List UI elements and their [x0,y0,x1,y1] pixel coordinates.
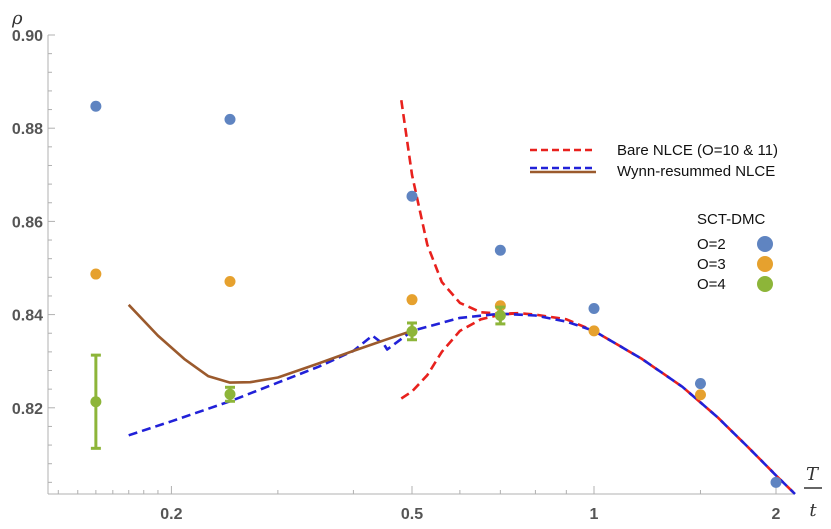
point-o4 [406,325,418,337]
point-o3 [588,325,600,337]
curve-bare-nlce-1 [400,311,519,400]
point-o4 [494,310,506,322]
point-o3 [90,268,102,280]
point-o2 [494,244,506,256]
point-o2 [588,303,600,315]
y-tick-label: 0.88 [12,121,43,138]
point-o2 [770,476,782,488]
legend-points-title: SCT-DMC [697,211,765,228]
legend-label-o2: O=2 [697,236,726,253]
y-tick-label: 0.86 [12,214,43,231]
point-o3 [694,389,706,401]
axes [47,34,795,495]
point-o4 [224,388,236,400]
point-o3 [224,276,236,288]
x-tick-label: 1 [590,506,599,523]
legend-lines: Bare NLCE (O=10 & 11) Wynn-resummed NLCE [530,142,778,180]
legend-marker-o3 [757,256,773,272]
x-tick-label: 0.5 [401,506,423,523]
y-tick-label: 0.90 [12,28,43,45]
curve-bare-nlce-0 [400,100,796,495]
y-axis-label: ρ [11,8,23,29]
point-o2 [224,113,236,125]
point-o4 [90,396,102,408]
legend-label-bare-nlce: Bare NLCE (O=10 & 11) [617,142,778,159]
legend-points: SCT-DMC O=2 O=3 O=4 [697,211,773,293]
point-o2 [406,190,418,202]
curve-wynn-resummed-3 [127,303,413,384]
legend-marker-o4 [757,276,773,292]
legend-label-o3: O=3 [697,256,726,273]
legend-label-o4: O=4 [697,276,726,293]
x-axis-label-numerator: T [806,464,820,485]
legend-label-wynn: Wynn-resummed NLCE [617,163,775,180]
curve-wynn-resummed-2 [128,312,796,495]
x-tick-label: 2 [772,506,781,523]
y-tick-label: 0.84 [12,308,43,325]
x-tick-label: 0.2 [160,506,182,523]
point-o2 [90,100,102,112]
curves [127,100,796,495]
point-o2 [694,378,706,390]
y-tick-label: 0.82 [12,401,43,418]
legend-marker-o2 [757,236,773,252]
data-points [90,100,782,488]
x-axis-label-denominator: t [809,500,817,521]
point-o3 [406,294,418,306]
tick-labels: 0.82 0.84 0.86 0.88 0.90 0.2 0.5 1 2 [12,28,781,523]
